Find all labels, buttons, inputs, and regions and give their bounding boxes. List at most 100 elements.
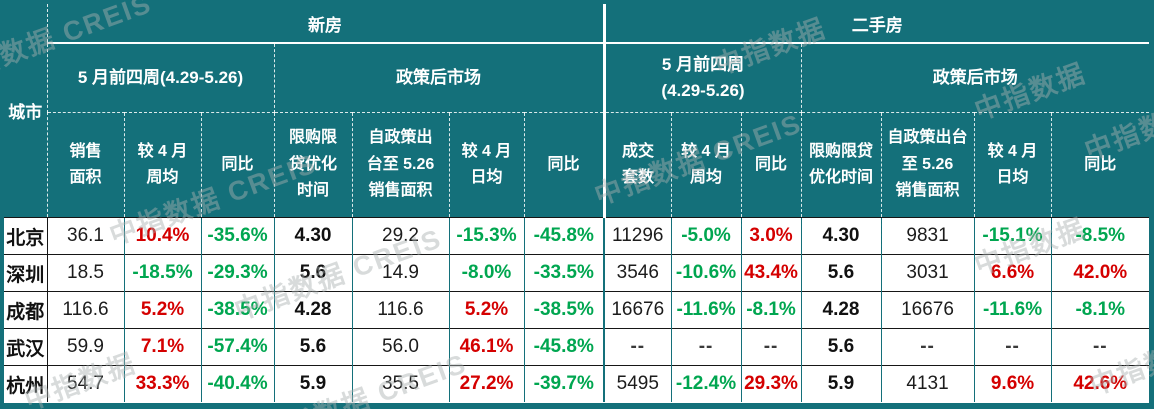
table-cell: 42.6% — [1050, 365, 1150, 402]
col-header-sales-area: 销售 面积 — [46, 112, 125, 218]
new-homes-period-header: 5 月前四周(4.29-5.26) — [46, 42, 275, 113]
table-cell: -- — [670, 328, 742, 366]
col-header-units-sold: 成交 套数 — [602, 112, 672, 218]
table-cell: -35.6% — [200, 217, 274, 255]
col-header-vs-april-daily: 较 4 月 日均 — [973, 112, 1052, 218]
table-row: 深圳 18.5 -18.5% -29.3% 5.6 14.9 -8.0% -33.5% 3546… — [4, 254, 1150, 292]
col-header-sales-since-policy: 自政策出 台至 5.26 销售面积 — [351, 112, 450, 218]
table-cell: 9831 — [880, 217, 975, 255]
col-header-policy-date: 限购限贷 优化时间 — [800, 112, 882, 218]
table-cell: -8.5% — [1050, 217, 1150, 255]
table-cell: 4.28 — [273, 291, 352, 329]
col-header-sales-since-policy: 自政策出台 至 5.26 销售面积 — [880, 112, 975, 218]
table-body: 北京 36.1 10.4% -35.6% 4.30 29.2 -15.3% -45.8% 112… — [4, 217, 1150, 402]
table-cell: 11296 — [603, 217, 672, 255]
table-cell: 6.6% — [973, 254, 1052, 292]
table-row: 北京 36.1 10.4% -35.6% 4.30 29.2 -15.3% -45.8% 112… — [4, 217, 1150, 255]
table-cell: -15.3% — [448, 217, 524, 255]
section-title-resale-homes: 二手房 — [602, 4, 1150, 44]
col-header-yoy: 同比 — [200, 112, 275, 218]
table-row: 武汉 59.9 7.1% -57.4% 5.6 56.0 46.1% -45.8% -- -- --… — [4, 328, 1150, 366]
resale-homes-policy-header: 政策后市场 — [800, 42, 1150, 113]
table-cell: -57.4% — [200, 328, 274, 366]
table-cell: -8.1% — [740, 291, 802, 329]
table-cell: -12.4% — [670, 365, 742, 402]
table-cell: 18.5 — [46, 254, 124, 292]
table-cell: 29.2 — [351, 217, 449, 255]
row-city-label: 成都 — [4, 291, 48, 329]
col-header-yoy: 同比 — [1050, 112, 1150, 218]
table-cell: -5.0% — [670, 217, 742, 255]
table-cell: -8.0% — [448, 254, 524, 292]
table-cell: 3031 — [880, 254, 975, 292]
table-cell: 46.1% — [448, 328, 524, 366]
row-city-label: 北京 — [4, 217, 48, 255]
table-cell: 5495 — [603, 365, 672, 402]
row-city-label: 深圳 — [4, 254, 48, 292]
table-cell: 7.1% — [123, 328, 201, 366]
table-header: 城市 新房 二手房 5 月前四周(4.29-5.26) 政策后市场 5 月前四周… — [4, 4, 1150, 218]
table-cell: 5.2% — [448, 291, 524, 329]
table-cell: -45.8% — [523, 217, 605, 255]
table-cell: -45.8% — [523, 328, 605, 366]
city-column-header: 城市 — [4, 4, 48, 218]
table-cell: 33.3% — [123, 365, 201, 402]
table-cell: -- — [740, 328, 802, 366]
table-cell: 3.0% — [740, 217, 802, 255]
table-cell: 4.30 — [800, 217, 882, 255]
table-cell: 16676 — [603, 291, 672, 329]
table-cell: -39.7% — [523, 365, 605, 402]
table-cell: -38.5% — [200, 291, 274, 329]
table-row: 成都 116.6 5.2% -38.5% 4.28 116.6 5.2% -38.5% 1667… — [4, 291, 1150, 329]
table-cell: 16676 — [880, 291, 975, 329]
table-cell: 4131 — [880, 365, 975, 402]
table-cell: -38.5% — [523, 291, 605, 329]
table-cell: -40.4% — [200, 365, 274, 402]
table-cell: 5.6 — [273, 254, 352, 292]
col-header-vs-april-weekly: 较 4 月 周均 — [123, 112, 202, 218]
table-cell: 43.4% — [740, 254, 802, 292]
table-cell: 56.0 — [351, 328, 449, 366]
table-row: 杭州 54.7 33.3% -40.4% 5.9 35.5 27.2% -39.7% 5495-… — [4, 365, 1150, 402]
table-cell: 5.9 — [800, 365, 882, 402]
table-cell: -33.5% — [523, 254, 605, 292]
table-cell: 4.28 — [800, 291, 882, 329]
row-city-label: 杭州 — [4, 365, 48, 402]
table-cell: 3546 — [603, 254, 672, 292]
table-cell: -11.6% — [670, 291, 742, 329]
table-cell: 5.2% — [123, 291, 201, 329]
table-cell: 59.9 — [46, 328, 124, 366]
table-cell: 116.6 — [351, 291, 449, 329]
table-cell: 14.9 — [351, 254, 449, 292]
table-cell: 116.6 — [46, 291, 124, 329]
table-cell: 29.3% — [740, 365, 802, 402]
data-table: 城市 新房 二手房 5 月前四周(4.29-5.26) 政策后市场 5 月前四周… — [4, 4, 1150, 402]
table-cell: -8.1% — [1050, 291, 1150, 329]
section-title-new-homes: 新房 — [47, 4, 605, 44]
table-cell: 42.0% — [1050, 254, 1150, 292]
table-cell: -- — [603, 328, 672, 366]
new-homes-policy-header: 政策后市场 — [273, 42, 605, 113]
table-cell: 5.6 — [273, 328, 352, 366]
table-cell: 35.5 — [351, 365, 449, 402]
table-cell: 54.7 — [46, 365, 124, 402]
table-cell: -- — [1050, 328, 1150, 366]
table-cell: 5.6 — [800, 254, 882, 292]
table-cell: 36.1 — [46, 217, 124, 255]
table-cell: -11.6% — [973, 291, 1052, 329]
col-header-vs-april-weekly: 较 4 月 周均 — [670, 112, 742, 218]
table-cell: -10.6% — [670, 254, 742, 292]
col-header-vs-april-daily: 较 4 月 日均 — [448, 112, 525, 218]
table-cell: 9.6% — [973, 365, 1052, 402]
table-cell: -- — [880, 328, 975, 366]
table-cell: 5.9 — [273, 365, 352, 402]
table-cell: 10.4% — [123, 217, 201, 255]
col-header-policy-date: 限购限 贷优化 时间 — [273, 112, 353, 218]
table-cell: -18.5% — [123, 254, 201, 292]
resale-homes-period-header: 5 月前四周 (4.29-5.26) — [602, 42, 802, 113]
table-cell: 4.30 — [273, 217, 352, 255]
table-cell: -29.3% — [200, 254, 274, 292]
table-cell: 5.6 — [800, 328, 882, 366]
